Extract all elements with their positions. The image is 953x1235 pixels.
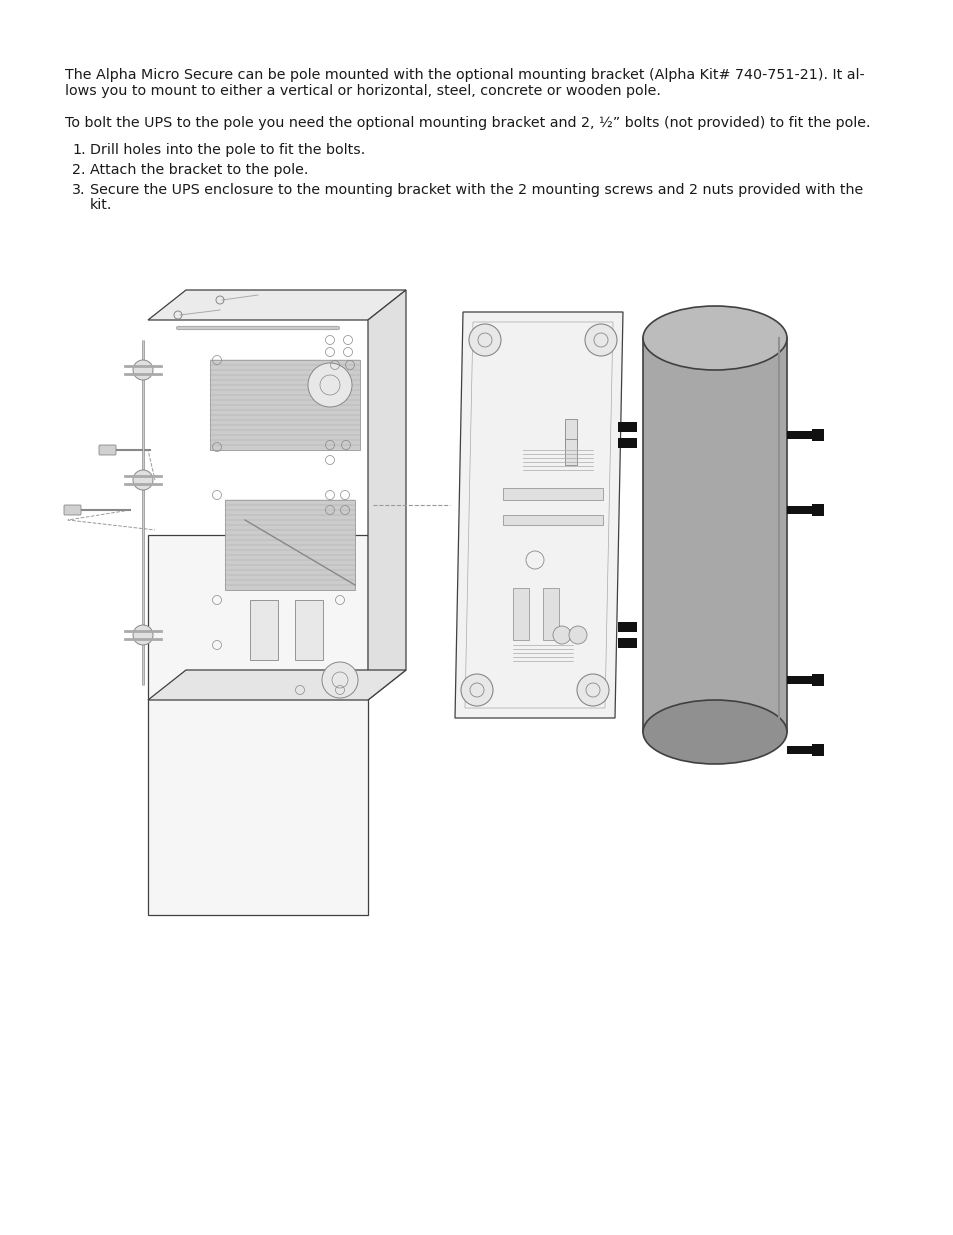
Polygon shape xyxy=(455,312,622,718)
Ellipse shape xyxy=(642,700,786,764)
Bar xyxy=(250,600,277,659)
Circle shape xyxy=(577,674,608,706)
Bar xyxy=(618,438,637,448)
Text: Attach the bracket to the pole.: Attach the bracket to the pole. xyxy=(90,163,308,177)
Circle shape xyxy=(460,674,493,706)
Bar xyxy=(786,746,814,755)
Bar xyxy=(225,500,355,590)
FancyBboxPatch shape xyxy=(99,445,116,454)
Text: Drill holes into the pole to fit the bolts.: Drill holes into the pole to fit the bol… xyxy=(90,143,365,157)
Bar xyxy=(811,743,823,756)
Bar xyxy=(811,429,823,441)
Bar xyxy=(786,506,814,514)
Bar xyxy=(811,674,823,685)
Text: 2.: 2. xyxy=(71,163,86,177)
Text: lows you to mount to either a vertical or horizontal, steel, concrete or wooden : lows you to mount to either a vertical o… xyxy=(65,84,660,98)
Text: To bolt the UPS to the pole you need the optional mounting bracket and 2, ½” bol: To bolt the UPS to the pole you need the… xyxy=(65,116,869,130)
Bar xyxy=(513,588,529,640)
Polygon shape xyxy=(368,290,406,700)
FancyBboxPatch shape xyxy=(64,505,81,515)
Circle shape xyxy=(584,324,617,356)
Text: The Alpha Micro Secure can be pole mounted with the optional mounting bracket (A: The Alpha Micro Secure can be pole mount… xyxy=(65,68,863,82)
Circle shape xyxy=(132,471,152,490)
Polygon shape xyxy=(148,290,406,320)
Bar xyxy=(502,515,602,525)
Polygon shape xyxy=(148,671,406,700)
Bar xyxy=(811,504,823,516)
Circle shape xyxy=(322,662,357,698)
Bar xyxy=(210,359,359,450)
Circle shape xyxy=(553,626,571,643)
Bar xyxy=(542,588,558,640)
Bar xyxy=(294,600,323,659)
Bar xyxy=(618,622,637,632)
Bar xyxy=(786,676,814,684)
Bar xyxy=(618,638,637,648)
Bar xyxy=(502,488,602,500)
Ellipse shape xyxy=(642,306,786,370)
Text: 1.: 1. xyxy=(71,143,86,157)
Circle shape xyxy=(469,324,500,356)
Circle shape xyxy=(568,626,586,643)
Circle shape xyxy=(132,359,152,380)
Bar xyxy=(564,438,577,466)
Text: kit.: kit. xyxy=(90,198,112,212)
Circle shape xyxy=(132,625,152,645)
Circle shape xyxy=(308,363,352,408)
Text: Secure the UPS enclosure to the mounting bracket with the 2 mounting screws and : Secure the UPS enclosure to the mounting… xyxy=(90,183,862,198)
Polygon shape xyxy=(148,535,368,915)
Bar xyxy=(642,338,786,732)
Bar xyxy=(618,422,637,432)
Text: 3.: 3. xyxy=(71,183,86,198)
Bar xyxy=(786,431,814,438)
Bar xyxy=(564,419,577,445)
